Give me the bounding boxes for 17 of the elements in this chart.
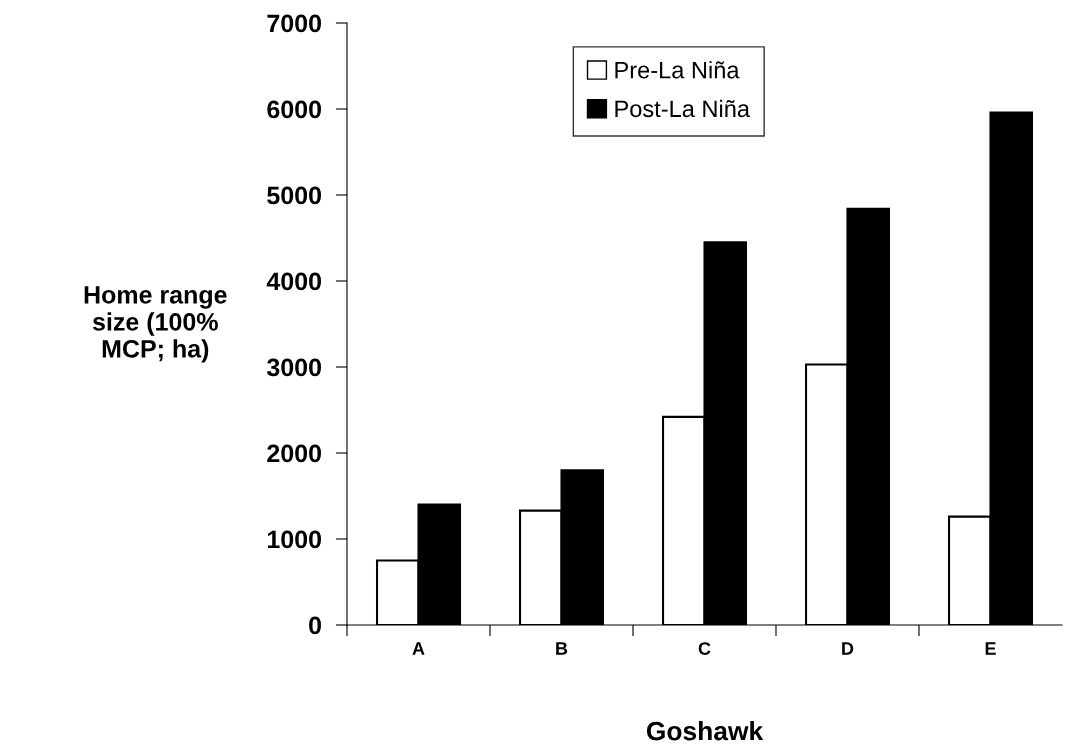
y-tick-label: 0: [309, 616, 321, 635]
x-axis-title: Goshawk: [646, 721, 764, 741]
y-tick-label: 5000: [267, 186, 321, 205]
y-tick-label: 6000: [267, 100, 321, 119]
x-tick-label: B: [556, 642, 568, 655]
x-tick-label: C: [698, 642, 711, 655]
y-tick-label: 1000: [267, 530, 321, 549]
legend-label: Pre-La Niña: [615, 61, 740, 79]
x-tick-label: E: [985, 642, 996, 655]
legend-label: Post-La Niña: [615, 99, 750, 118]
y-tick-label: 4000: [266, 272, 321, 291]
y-axis-title: Home range size (100% MCP; ha): [84, 286, 227, 363]
x-tick-label: D: [842, 642, 854, 655]
y-tick-label: 7000: [267, 14, 321, 33]
y-tick-label: 3000: [266, 358, 321, 377]
x-tick-label: A: [412, 642, 425, 655]
y-tick-label: 2000: [267, 444, 321, 463]
